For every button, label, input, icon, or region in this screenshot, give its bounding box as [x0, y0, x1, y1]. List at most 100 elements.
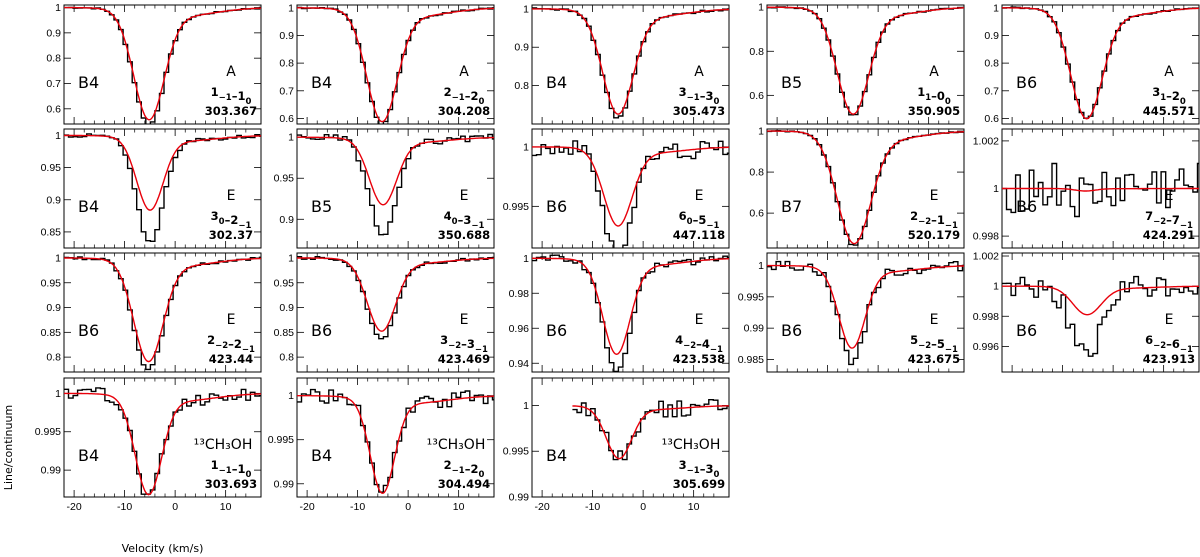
- frequency-label: 303.693: [205, 477, 257, 491]
- panel-frame: [766, 252, 965, 373]
- model-fit-curve: [297, 395, 494, 495]
- observed-spectrum: [1002, 162, 1199, 218]
- y-tick-label: 0.995: [503, 201, 529, 213]
- band-label: B5: [311, 197, 332, 216]
- symmetry-label: A: [226, 64, 236, 80]
- band-label: B6: [546, 197, 567, 216]
- panel-frame: [63, 128, 262, 249]
- y-tick-label: 0.9: [279, 30, 294, 42]
- x-tick-label: 0: [405, 501, 411, 513]
- x-tick-label: -20: [535, 501, 550, 513]
- transition-label: 7−2–7−1: [1145, 209, 1193, 231]
- y-tick-label: 0.998: [973, 231, 999, 243]
- y-tick-label: 0.95: [274, 173, 295, 185]
- panel-17: -20 -10 0 10 1 0.995 0.99 B4 ¹³CH₃OH 2−1–20304.49…: [268, 377, 495, 513]
- transition-label: 2−2–2−1: [207, 333, 255, 355]
- transition-label: 2−2–1−1: [910, 209, 958, 231]
- y-tick-label: 0.9: [46, 302, 61, 314]
- y-tick-label: 1: [523, 3, 529, 15]
- y-tick-label: 0.9: [514, 42, 529, 54]
- model-fit-curve: [532, 257, 729, 356]
- transition-label: 3−1–30: [679, 85, 720, 107]
- y-tick-label: 0.8: [984, 58, 999, 70]
- model-fit-curve: [767, 130, 964, 245]
- symmetry-label: ¹³CH₃OH: [427, 437, 486, 453]
- symmetry-label: E: [460, 188, 469, 204]
- model-fit-curve: [64, 392, 261, 496]
- band-label: B4: [78, 446, 99, 465]
- y-tick-label: 0.8: [279, 58, 294, 70]
- y-tick-label: 0.95: [41, 277, 62, 289]
- panel-frame: [63, 377, 262, 498]
- model-fit-curve: [767, 6, 964, 115]
- y-tick-label: 1: [55, 252, 61, 264]
- x-tick-label: 0: [640, 501, 646, 513]
- transition-label: 3−1–30: [679, 458, 720, 480]
- panel-frame: [531, 377, 730, 498]
- y-tick-label: 0.85: [41, 327, 62, 339]
- frequency-label: 302.37: [209, 228, 253, 242]
- transition-label: 3−2–3−1: [440, 333, 488, 355]
- y-tick-label: 0.96: [509, 323, 530, 335]
- y-tick-label: 0.8: [279, 352, 294, 364]
- model-fit-curve: [64, 134, 261, 211]
- y-tick-label: 0.99: [509, 492, 530, 504]
- y-tick-label: 0.995: [268, 434, 294, 446]
- observed-spectrum: [767, 260, 964, 366]
- y-tick-label: 1: [993, 183, 999, 195]
- y-tick-label: 1: [55, 2, 61, 14]
- panel-frame: [531, 252, 730, 373]
- y-tick-label: 0.8: [514, 80, 529, 92]
- panel-frame: [63, 4, 262, 125]
- transition-label: 1−1–10: [211, 458, 252, 480]
- transition-label: 40–3−1: [444, 209, 485, 231]
- frequency-label: 350.905: [908, 104, 960, 118]
- transition-label: 60–5−1: [679, 209, 720, 231]
- panel-frame: [296, 128, 495, 249]
- frequency-label: 303.367: [205, 104, 257, 118]
- transition-label: 2−1–20: [444, 85, 485, 107]
- model-fit-curve: [1002, 285, 1199, 316]
- y-tick-label: 0.8: [46, 53, 61, 65]
- panel-frame: [296, 377, 495, 498]
- y-axis-label: Line/continuum: [2, 405, 15, 490]
- frequency-label: 304.208: [438, 104, 490, 118]
- model-fit-curve: [297, 257, 494, 332]
- y-tick-label: 0.9: [279, 214, 294, 226]
- frequency-label: 445.571: [1143, 104, 1195, 118]
- observed-spectrum: [297, 256, 494, 340]
- symmetry-label: E: [1165, 188, 1174, 204]
- y-tick-label: 0.95: [274, 277, 295, 289]
- y-tick-label: 1: [993, 281, 999, 293]
- band-label: B4: [546, 446, 567, 465]
- y-tick-label: 0.9: [984, 30, 999, 42]
- y-tick-label: 0.7: [46, 78, 61, 90]
- y-tick-label: 1: [523, 253, 529, 265]
- y-tick-label: 0.6: [749, 90, 764, 102]
- symmetry-label: E: [930, 312, 939, 328]
- band-label: B6: [781, 321, 802, 340]
- panel-frame: [766, 4, 965, 125]
- y-tick-label: 0.995: [35, 426, 61, 438]
- band-label: B4: [546, 73, 567, 92]
- y-tick-label: 0.94: [509, 358, 530, 370]
- panel-frame: [296, 4, 495, 125]
- y-tick-label: 1.002: [973, 135, 999, 147]
- y-tick-label: 1: [288, 132, 294, 144]
- frequency-label: 423.44: [209, 352, 253, 366]
- frequency-label: 305.699: [673, 477, 725, 491]
- y-tick-label: 1: [523, 141, 529, 153]
- transition-label: 6−2–6−1: [1145, 333, 1193, 355]
- y-tick-label: 0.85: [274, 327, 295, 339]
- panel-18: -20 -10 0 10 1 0.995 0.99 B4 ¹³CH₃OH 3−1–30305.69…: [503, 377, 730, 513]
- symmetry-label: E: [695, 312, 704, 328]
- y-tick-label: 0.6: [279, 113, 294, 125]
